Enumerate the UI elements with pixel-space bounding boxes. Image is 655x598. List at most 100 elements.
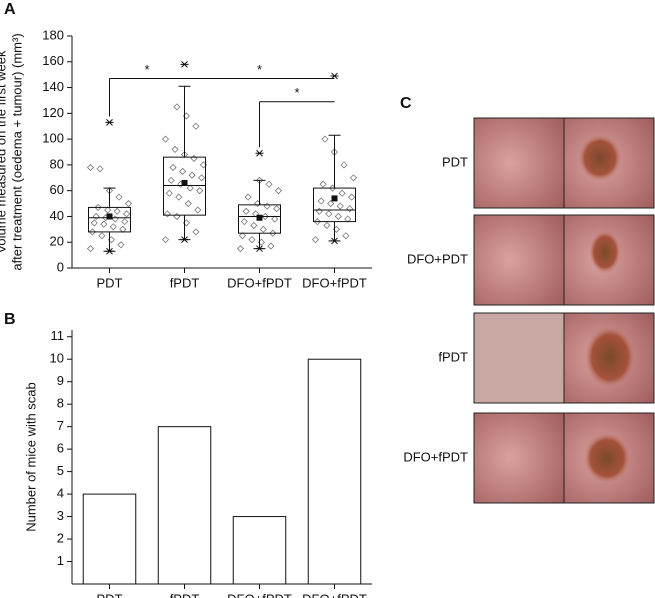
data-point: [169, 163, 177, 172]
data-point: [113, 207, 121, 215]
photo-label: PDT: [442, 154, 468, 169]
significance-bracket: [109, 78, 185, 117]
lesion: [589, 230, 621, 274]
y-tick-label: 120: [42, 105, 64, 120]
y-tick-label: 6: [57, 441, 64, 456]
data-point: [248, 236, 256, 244]
y-axis-label: Volume measured on the first week: [0, 50, 8, 254]
y-tick-label: 3: [57, 508, 64, 523]
mean: [256, 214, 263, 221]
significance-label: *: [257, 62, 262, 77]
data-point: [323, 221, 331, 230]
box: [313, 187, 356, 223]
x-tick-label: fPDT: [170, 275, 200, 290]
data-point: [342, 232, 350, 240]
data-point: [111, 215, 119, 223]
y-tick-label: 9: [57, 373, 64, 388]
x-tick-label: DFO+fPDT: [302, 591, 367, 598]
y-tick-label: 8: [57, 396, 64, 411]
y-tick-label: 20: [50, 234, 64, 249]
extreme: [255, 149, 264, 157]
y-tick-label: 4: [57, 486, 64, 501]
data-point: [338, 189, 346, 197]
data-point: [271, 215, 279, 223]
data-point: [192, 122, 200, 130]
data-point: [238, 232, 246, 240]
data-point: [348, 193, 356, 201]
data-point: [242, 207, 250, 215]
data-point: [163, 210, 171, 218]
data-point: [198, 174, 206, 182]
data-point: [346, 205, 354, 213]
data-point: [98, 232, 106, 240]
data-point: [184, 199, 192, 208]
data-point: [327, 199, 335, 208]
data-point: [273, 205, 281, 213]
y-tick-label: 80: [50, 156, 64, 171]
data-point: [123, 210, 131, 218]
y-tick-label: 100: [42, 131, 64, 146]
data-point: [265, 180, 273, 188]
data-point: [86, 163, 95, 172]
data-point: [349, 174, 358, 182]
bar: [82, 493, 137, 585]
data-point: [315, 207, 323, 215]
photo-row: [473, 214, 655, 306]
data-point: [100, 220, 108, 228]
data-point: [94, 203, 102, 211]
data-point: [196, 187, 204, 195]
data-point: [250, 221, 258, 230]
significance-bracket: [259, 101, 335, 148]
bar: [157, 426, 212, 585]
data-point: [121, 218, 129, 226]
photo: [473, 117, 565, 209]
photo-row: [473, 117, 655, 209]
data-point: [92, 212, 100, 221]
data-point: [313, 218, 321, 226]
data-point: [267, 242, 275, 250]
extreme: [255, 245, 264, 253]
data-point: [311, 236, 320, 244]
data-point: [334, 212, 342, 221]
data-point: [340, 161, 348, 169]
y-tick-label: 2: [57, 530, 64, 545]
data-point: [194, 206, 202, 214]
mean: [181, 179, 188, 186]
data-point: [173, 103, 181, 111]
y-tick-label: 40: [50, 208, 64, 223]
x-tick-label: DFO+fPDT: [227, 275, 292, 290]
box: [163, 156, 206, 216]
y-tick-label: 180: [42, 27, 64, 42]
lesion: [583, 432, 631, 484]
data-point: [90, 219, 98, 227]
y-axis-label: after treatment (oedema + tumour) (mm³): [9, 33, 24, 270]
data-point: [259, 225, 267, 233]
data-point: [117, 241, 125, 249]
lesion: [584, 325, 636, 389]
box: [238, 204, 281, 234]
data-point: [171, 145, 179, 153]
extreme: [330, 237, 339, 245]
box: [88, 206, 131, 233]
photo-label: DFO+fPDT: [403, 449, 468, 464]
y-tick-label: 7: [57, 418, 64, 433]
y-tick-label: 11: [51, 328, 65, 343]
bar: [232, 516, 287, 585]
data-point: [173, 212, 181, 221]
significance-label: *: [294, 85, 299, 100]
y-tick-label: 60: [50, 182, 64, 197]
data-point: [240, 218, 248, 226]
panel-label: C: [400, 95, 412, 112]
x-tick-label: DFO+fPDT: [227, 591, 292, 598]
lesion: [578, 134, 622, 182]
data-point: [317, 197, 325, 205]
x-tick-label: PDT: [97, 275, 123, 290]
y-tick-label: 160: [42, 53, 64, 68]
x-tick-label: DFO+fPDT: [302, 275, 367, 290]
data-point: [336, 202, 344, 210]
data-point: [161, 236, 170, 244]
x-tick-label: PDT: [97, 591, 123, 598]
data-point: [261, 212, 269, 221]
mean: [106, 213, 113, 220]
data-point: [244, 193, 252, 201]
